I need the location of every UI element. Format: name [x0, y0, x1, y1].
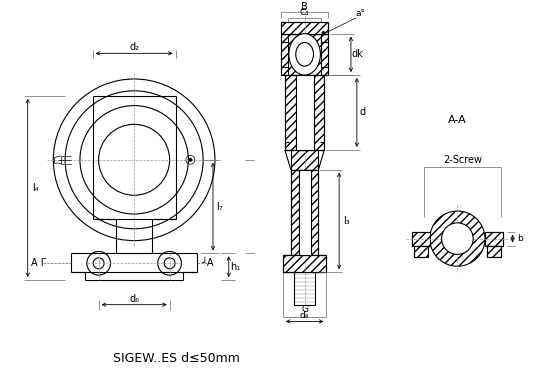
Bar	[281, 22, 328, 34]
Ellipse shape	[296, 42, 314, 66]
Bar	[285, 75, 324, 150]
Ellipse shape	[289, 34, 320, 75]
Bar	[291, 150, 319, 170]
Text: l₄: l₄	[32, 183, 39, 193]
Text: d₄: d₄	[300, 311, 309, 320]
Text: d: d	[359, 107, 366, 118]
Bar	[485, 232, 503, 246]
Bar	[412, 232, 430, 246]
Bar	[414, 246, 428, 257]
Text: a°: a°	[356, 9, 366, 19]
Text: h₁: h₁	[230, 262, 241, 272]
Text: G: G	[301, 305, 308, 314]
Text: dk: dk	[352, 50, 364, 59]
Circle shape	[188, 158, 192, 161]
Bar	[487, 246, 501, 257]
Text: b: b	[518, 234, 523, 243]
Text: A-A: A-A	[448, 115, 467, 125]
Bar	[296, 75, 314, 150]
Text: SIGEW..ES d≤50mm: SIGEW..ES d≤50mm	[113, 352, 240, 366]
Text: ┘A: ┘A	[201, 258, 214, 268]
Circle shape	[430, 211, 485, 266]
Circle shape	[442, 223, 473, 254]
Text: l₇: l₇	[216, 201, 223, 212]
Text: 2-Screw: 2-Screw	[443, 155, 482, 165]
Bar	[291, 170, 319, 256]
Text: B: B	[301, 2, 308, 12]
Bar	[283, 256, 326, 272]
Bar	[299, 170, 311, 256]
Text: A Γ: A Γ	[31, 258, 46, 268]
Text: C₁: C₁	[300, 8, 310, 17]
Text: d₂: d₂	[129, 42, 139, 53]
Bar	[281, 34, 328, 75]
Text: d₆: d₆	[129, 294, 139, 304]
Circle shape	[322, 31, 325, 34]
Text: l₃: l₃	[343, 216, 349, 226]
